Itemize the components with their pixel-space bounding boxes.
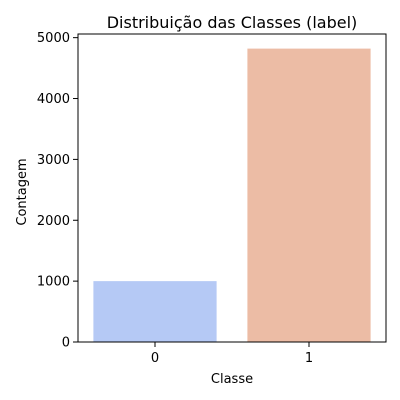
bars-group [93, 48, 371, 342]
y-axis-title: Contagem [15, 158, 30, 225]
y-tick-label: 1000 [37, 275, 70, 290]
bar-0 [93, 281, 217, 342]
y-tick-label: 3000 [37, 153, 70, 168]
x-tick-label: 0 [151, 351, 159, 366]
y-tick-label: 2000 [37, 214, 70, 229]
chart-title: Distribuição das Classes (label) [107, 13, 358, 32]
y-axis-ticks: 0 1000 2000 3000 4000 5000 [37, 31, 78, 351]
y-tick-label: 4000 [37, 92, 70, 107]
y-tick-label: 0 [62, 336, 70, 351]
y-tick-label: 5000 [37, 31, 70, 46]
x-tick-label: 1 [305, 351, 313, 366]
x-axis-title: Classe [211, 372, 253, 387]
bar-1 [247, 48, 371, 342]
plot-frame [77, 33, 387, 343]
